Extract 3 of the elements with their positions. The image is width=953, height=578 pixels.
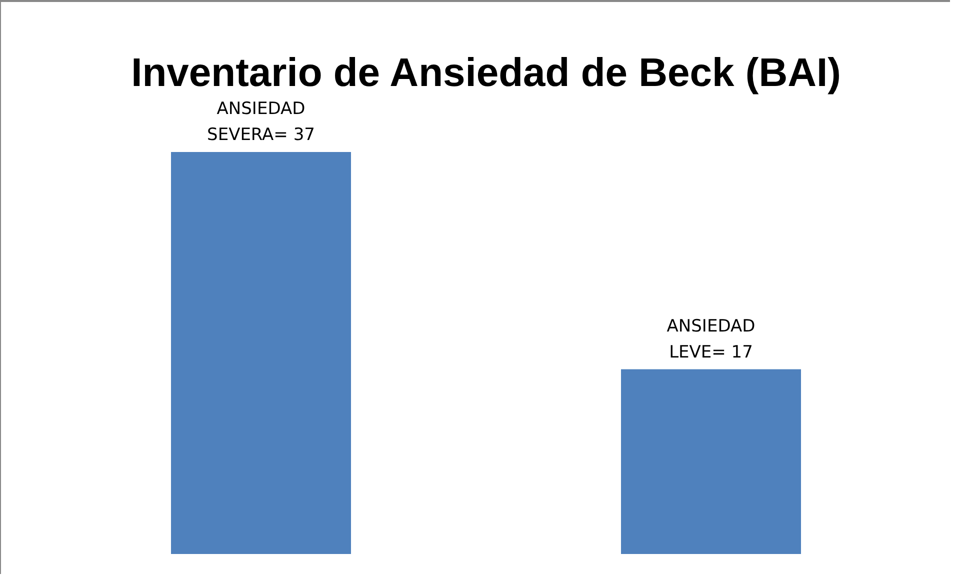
data-label: ANSIEDAD SEVERA= 37 <box>207 99 315 145</box>
data-label: ANSIEDAD LEVE= 17 <box>666 316 756 362</box>
chart-title: Inventario de Ansiedad de Beck (BAI) <box>131 51 841 95</box>
